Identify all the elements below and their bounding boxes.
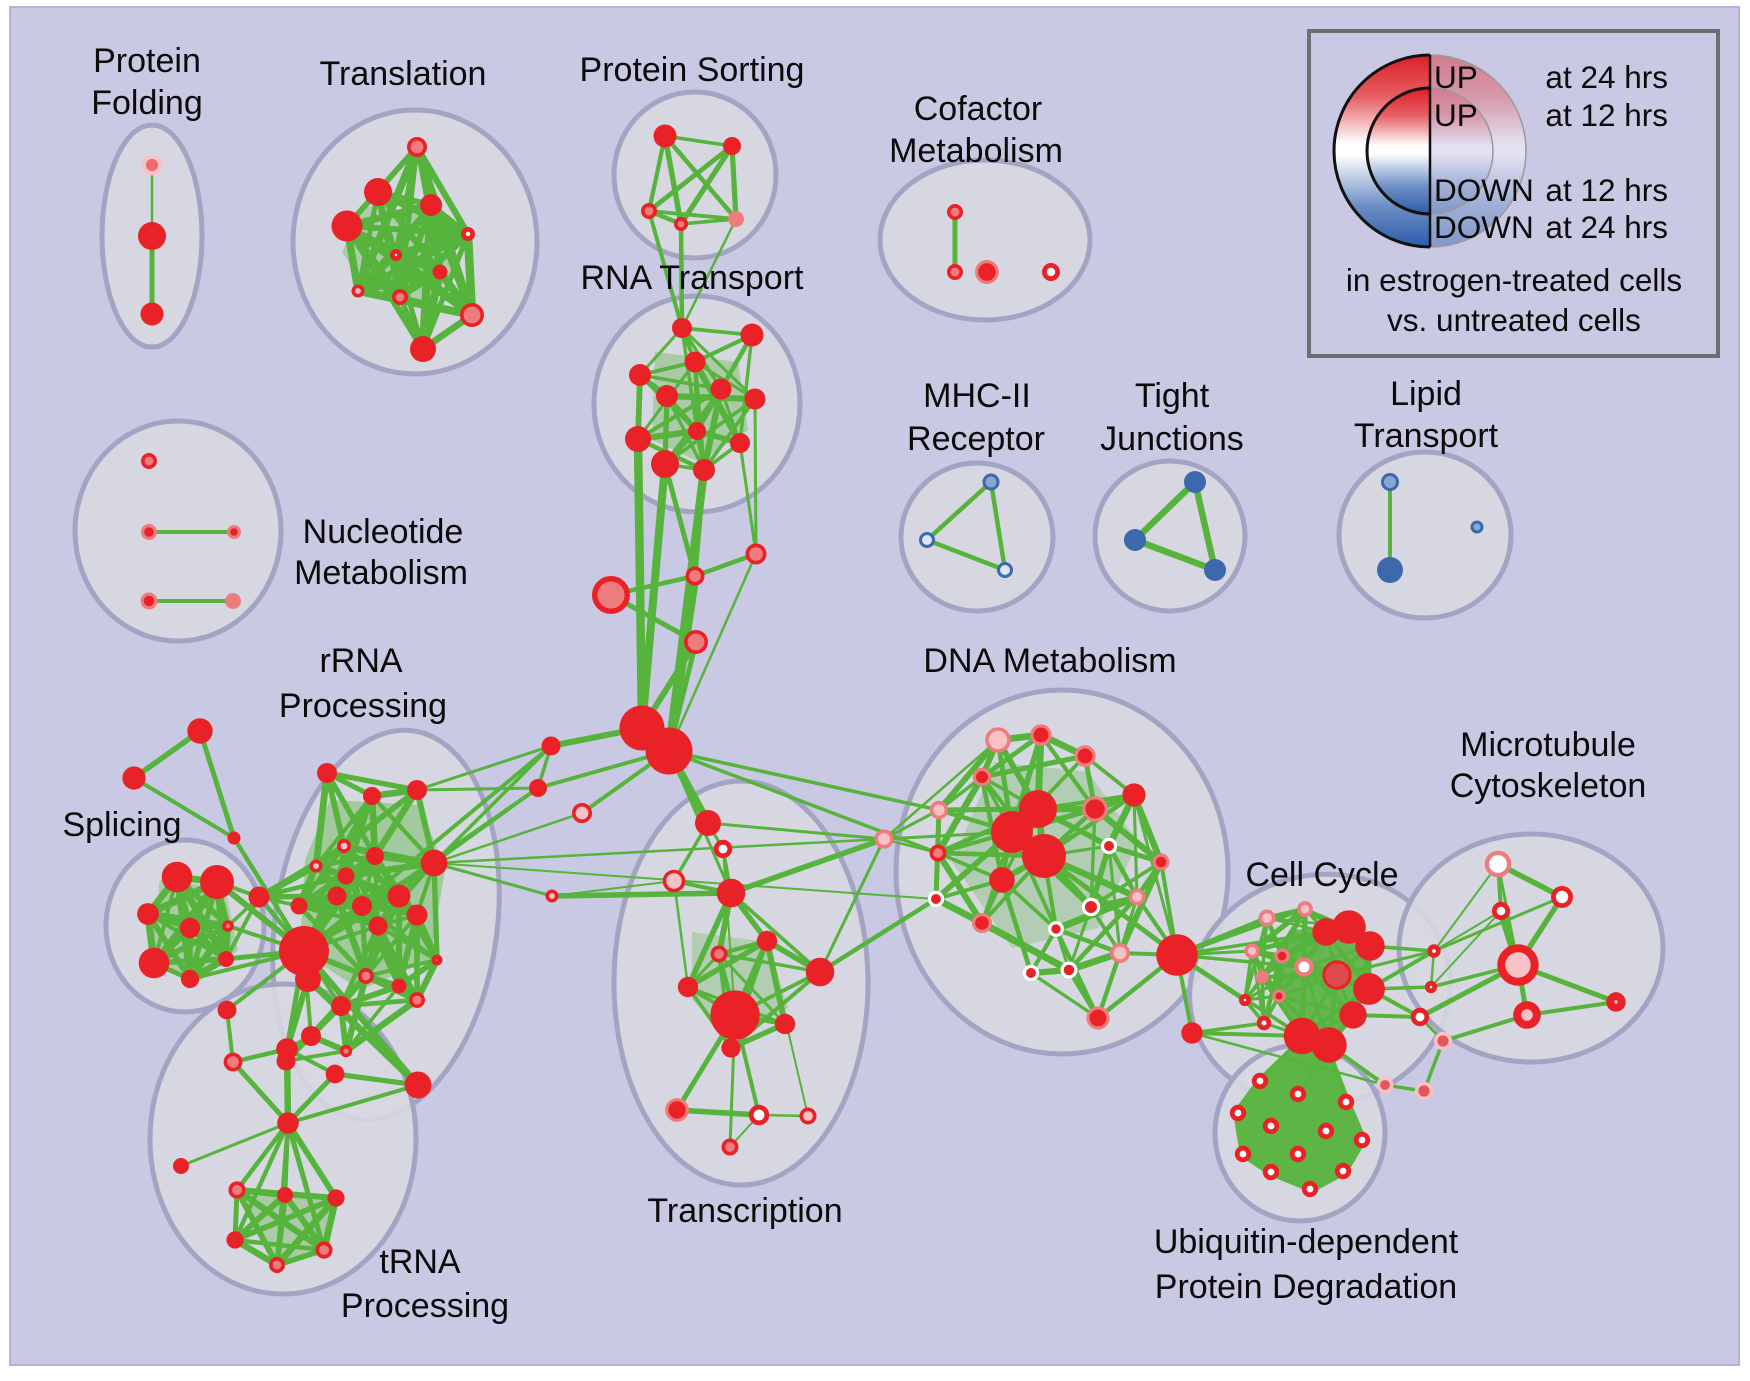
svg-text:Processing: Processing — [279, 687, 447, 725]
svg-text:RNA Transport: RNA Transport — [581, 259, 805, 297]
svg-text:at 24 hrs: at 24 hrs — [1545, 209, 1668, 245]
svg-text:Cell Cycle: Cell Cycle — [1245, 856, 1398, 894]
svg-text:Cofactor: Cofactor — [914, 90, 1043, 128]
svg-text:Receptor: Receptor — [907, 420, 1045, 458]
svg-text:DOWN: DOWN — [1434, 172, 1534, 208]
svg-text:Metabolism: Metabolism — [889, 132, 1063, 170]
svg-text:in estrogen-treated cells: in estrogen-treated cells — [1346, 262, 1682, 298]
svg-text:Splicing: Splicing — [62, 806, 181, 844]
svg-text:UP: UP — [1434, 97, 1478, 133]
svg-text:Tight: Tight — [1135, 377, 1210, 415]
svg-text:tRNA: tRNA — [379, 1243, 461, 1281]
svg-text:Cytoskeleton: Cytoskeleton — [1450, 767, 1647, 805]
svg-text:DNA Metabolism: DNA Metabolism — [923, 642, 1176, 680]
svg-text:at 12 hrs: at 12 hrs — [1545, 172, 1668, 208]
svg-text:Processing: Processing — [341, 1287, 509, 1325]
svg-text:Nucleotide: Nucleotide — [303, 513, 464, 551]
svg-text:Transport: Transport — [1354, 417, 1499, 455]
svg-text:UP: UP — [1434, 59, 1478, 95]
svg-text:Transcription: Transcription — [647, 1192, 842, 1230]
svg-text:at 24 hrs: at 24 hrs — [1545, 59, 1668, 95]
svg-text:Protein Sorting: Protein Sorting — [580, 51, 805, 89]
svg-text:Ubiquitin-dependent: Ubiquitin-dependent — [1154, 1223, 1459, 1261]
svg-text:Junctions: Junctions — [1100, 420, 1244, 458]
svg-text:Protein Degradation: Protein Degradation — [1155, 1268, 1457, 1306]
svg-text:Lipid: Lipid — [1390, 375, 1462, 413]
svg-text:MHC-II: MHC-II — [923, 377, 1031, 415]
svg-text:vs. untreated cells: vs. untreated cells — [1387, 302, 1641, 338]
svg-text:DOWN: DOWN — [1434, 209, 1534, 245]
svg-text:Microtubule: Microtubule — [1460, 726, 1636, 764]
svg-text:at 12 hrs: at 12 hrs — [1545, 97, 1668, 133]
svg-text:rRNA: rRNA — [319, 642, 402, 680]
svg-text:Metabolism: Metabolism — [294, 554, 468, 592]
svg-text:Folding: Folding — [91, 84, 203, 122]
svg-text:Protein: Protein — [93, 42, 201, 80]
svg-text:Translation: Translation — [320, 55, 487, 93]
